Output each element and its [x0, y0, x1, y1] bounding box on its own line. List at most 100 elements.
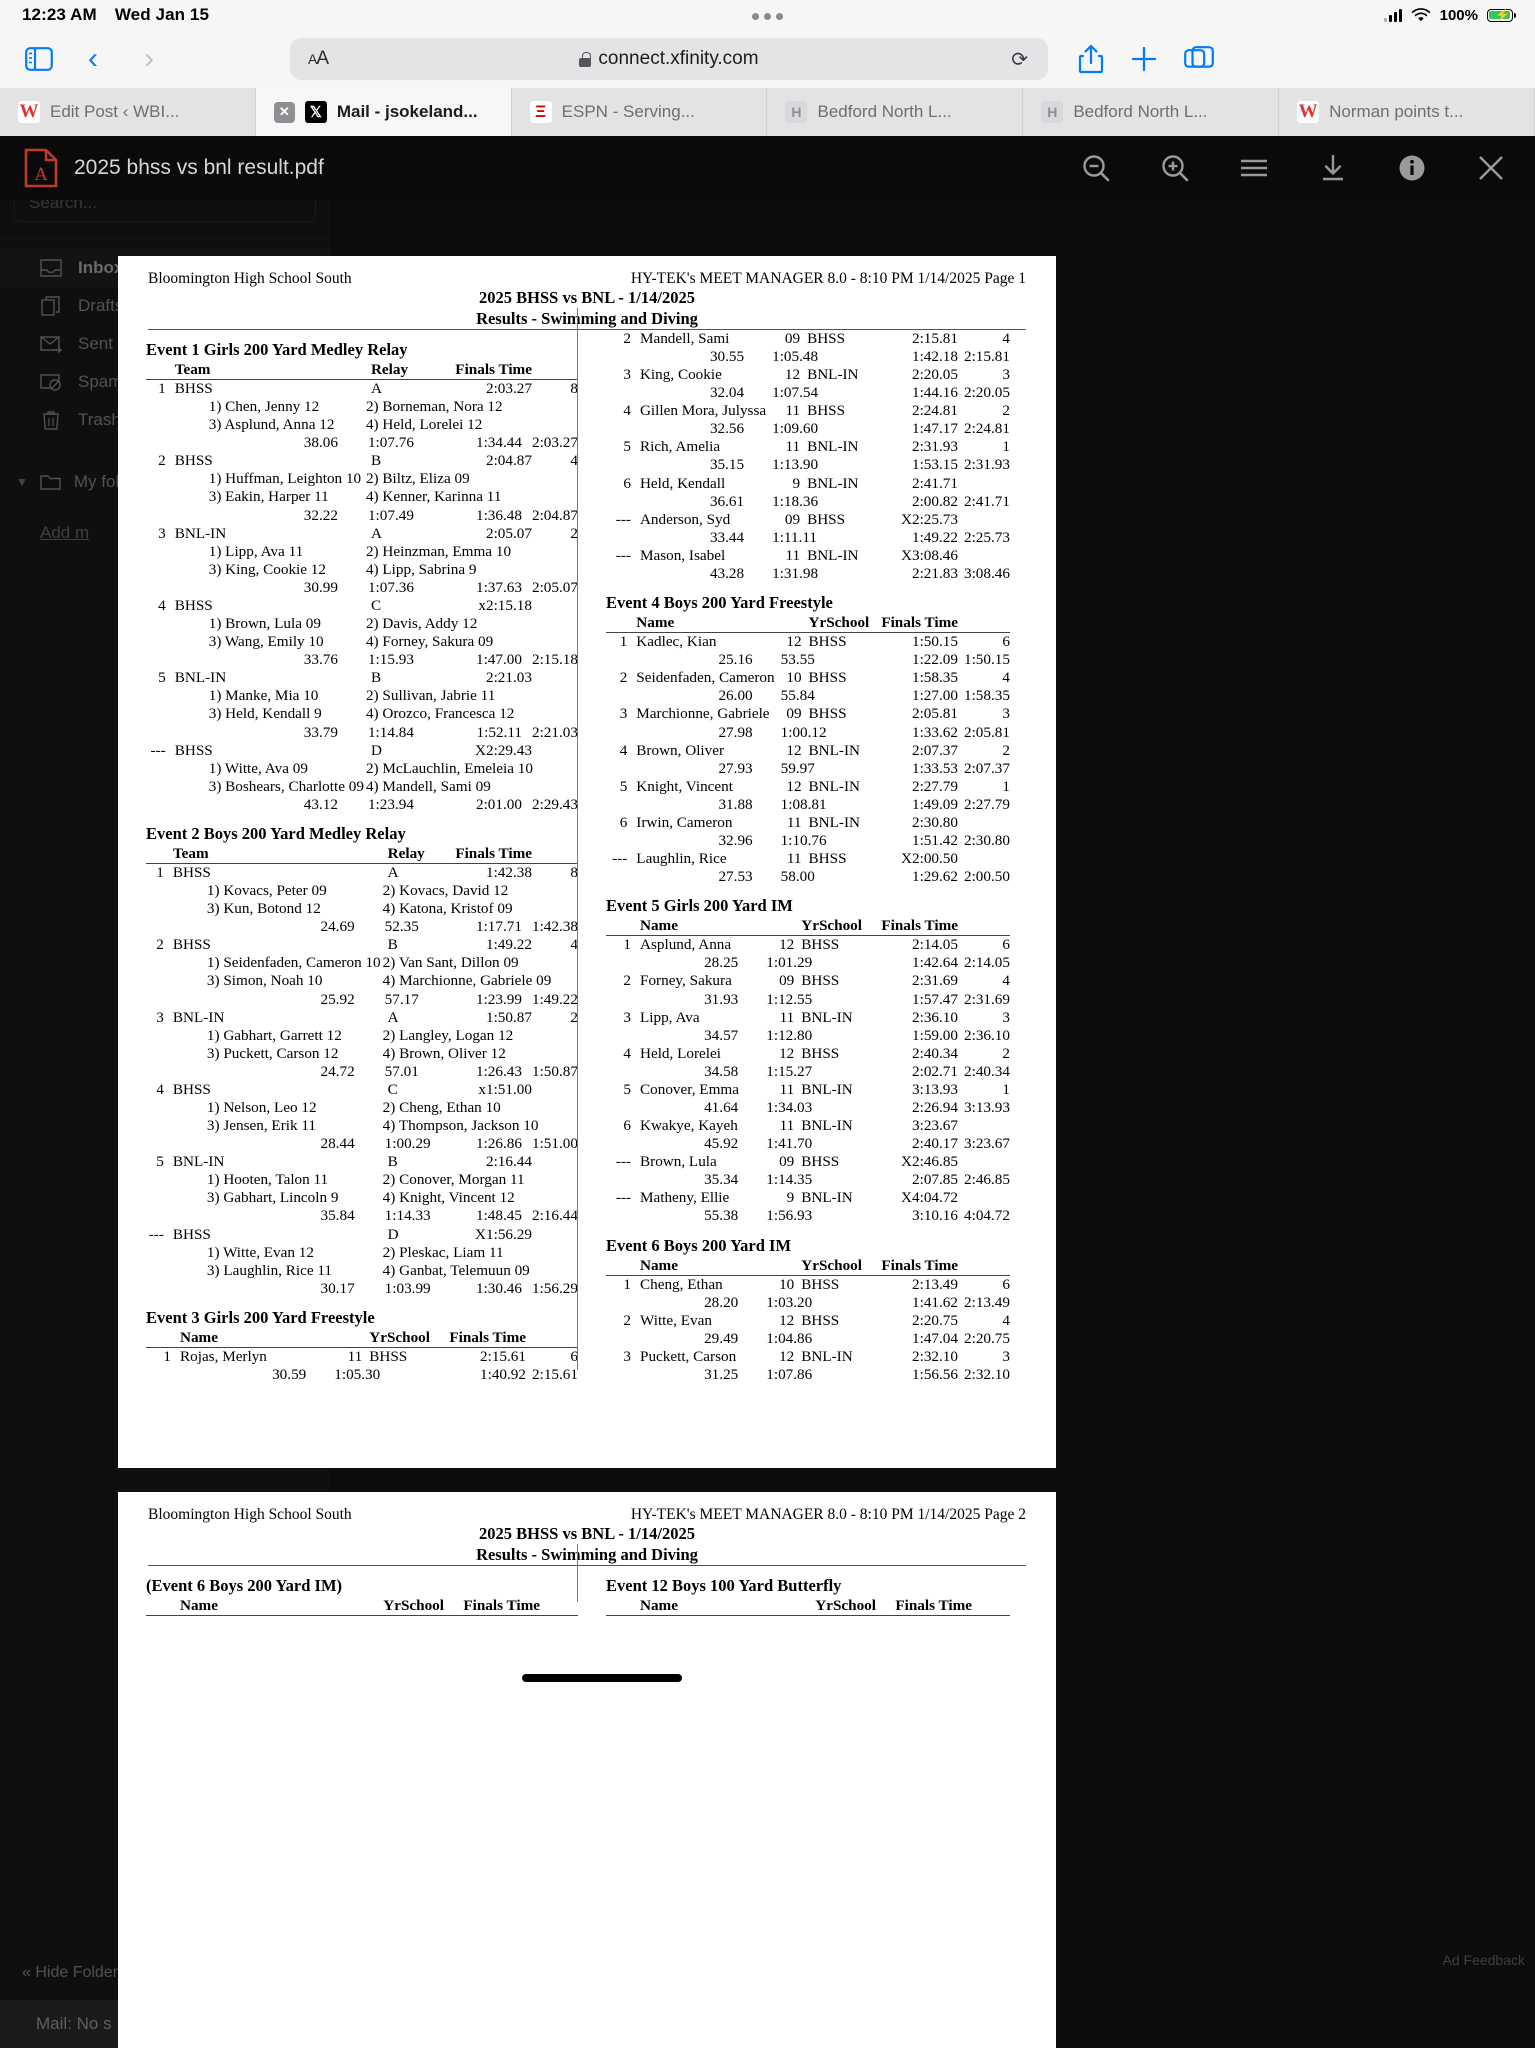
tab-label: ESPN - Serving...: [561, 102, 695, 121]
tab-overview-icon[interactable]: [1184, 46, 1214, 72]
x-icon: 𝕏: [304, 101, 327, 123]
download-icon[interactable]: [1313, 148, 1353, 188]
col-finals: Finals Time: [444, 1596, 540, 1617]
results-table: Name YrSchool Finals Time 1 Kadlec, Kian 12 BH…: [606, 614, 1010, 886]
col-name: Name: [180, 1596, 343, 1617]
table-row: 2 BHSS B 2:04.87 4: [158, 452, 578, 470]
event-block-3-cont: 2 Mandell, Sami 09 BHSS 2:15.81 4 30.55 1:05.48…: [606, 330, 1010, 583]
event-block-2: Event 2 Boys 200 Yard Medley Relay Team Re…: [146, 824, 578, 1298]
address-bar[interactable]: AAAA connect.xfinity.com ⟳: [290, 38, 1048, 80]
results-columns-p2: (Event 6 Boys 200 Yard IM) Name YrSchool…: [118, 1543, 1056, 1617]
table-row: 2 Mandell, Sami 09 BHSS 2:15.81 4: [623, 329, 1010, 347]
forward-button[interactable]: ›: [144, 42, 154, 75]
splits-row: 35.84 1:14.33 1:48.45 2:16.44: [320, 1207, 578, 1225]
table-row: 3 Marchionne, Gabriele 09 BHSS 2:05.81 3: [619, 705, 1010, 723]
table-row: 5 BNL-IN B 2:21.03: [158, 669, 532, 687]
relay-swimmers-row: 1) Hooten, Talon 11 2) Conover, Morgan 11: [206, 1171, 525, 1189]
menu-icon[interactable]: [1234, 148, 1274, 188]
relay-swimmers-row: 3) Puckett, Carson 12 4) Brown, Oliver 12: [206, 1044, 506, 1062]
col-team: Team: [174, 360, 364, 381]
splits-row: 27.93 59.97 1:33.53 2:07.37: [718, 759, 1010, 777]
results-column-right: 2 Mandell, Sami 09 BHSS 2:15.81 4 30.55 1:05.48…: [578, 330, 1010, 1384]
tab-label: Mail - jsokeland...: [336, 102, 478, 121]
text-size-button[interactable]: AAAA: [308, 48, 329, 69]
browser-tab-3[interactable]: H Bedford North L...: [767, 88, 1024, 136]
school-name: Bloomington High School South: [148, 1506, 352, 1523]
event-title: Event 5 Girls 200 Yard IM: [606, 896, 793, 916]
tab-bar: W Edit Post ‹ WBI... ✕ 𝕏 Mail - jsokelan…: [0, 88, 1535, 136]
url-text: connect.xfinity.com: [598, 48, 759, 69]
event-title: Event 1 Girls 200 Yard Medley Relay: [146, 339, 408, 359]
table-header-row: Name YrSchool Finals Time: [606, 1256, 1010, 1276]
event-continuation-title: (Event 6 Boys 200 Yard IM): [146, 1575, 343, 1595]
relay-swimmers-row: 1) Seidenfaden, Cameron 10 2) Van Sant, D…: [206, 954, 519, 972]
browser-tab-5[interactable]: W Norman points t...: [1279, 88, 1535, 136]
software-stamp: HY-TEK's MEET MANAGER 8.0 - 8:10 PM 1/14…: [630, 1506, 1026, 1523]
event-block-5: Event 5 Girls 200 Yard IM Name YrSchool Fin…: [606, 896, 1010, 1225]
pdf-toolbar-actions: [1076, 148, 1511, 188]
reload-icon[interactable]: ⟳: [1011, 48, 1028, 71]
info-icon[interactable]: [1392, 148, 1432, 188]
splits-row: 30.99 1:07.36 1:37.63 2:05.07: [303, 578, 578, 596]
browser-tab-1[interactable]: ✕ 𝕏 Mail - jsokeland...: [255, 88, 512, 136]
results-column-left: Event 1 Girls 200 Yard Medley Relay Team R…: [146, 330, 578, 1384]
splits-row: 34.57 1:12.80 1:59.00 2:36.10: [704, 1026, 1010, 1044]
browser-tab-2[interactable]: Ξ ESPN - Serving...: [511, 88, 768, 136]
col-finals: Finals Time: [430, 1328, 526, 1348]
splits-row: 26.00 55.84 1:27.00 1:58.35: [718, 687, 1010, 705]
relay-swimmers-row: 3) Held, Kendall 9 4) Orozco, Francesca 1…: [208, 705, 515, 723]
meet-title: 2025 BHSS vs BNL - 1/14/2025: [479, 288, 695, 307]
close-icon[interactable]: ✕: [273, 101, 295, 123]
relay-swimmers-row: 1) Gabhart, Garrett 12 2) Langley, Logan …: [206, 1026, 514, 1044]
table-row: 6 Kwakye, Kayeh 11 BNL-IN 3:23.67: [623, 1117, 958, 1135]
pdf-page-scroll-area[interactable]: Bloomington High School South HY-TEK's M…: [0, 200, 1535, 2048]
cellular-signal-icon: [1383, 8, 1402, 22]
pdf-scrollbar-thumb[interactable]: [522, 1674, 682, 1682]
splits-row: 31.25 1:07.86 1:56.56 2:32.10: [704, 1366, 1010, 1383]
splits-row: 33.44 1:11.11 1:49.22 2:25.73: [709, 528, 1010, 546]
table-header-row: Name YrSchool Finals Time: [606, 614, 1010, 634]
table-row: 3 King, Cookie 12 BNL-IN 2:20.05 3: [623, 366, 1010, 384]
splits-row: 27.53 58.00 1:29.62 2:00.50: [718, 868, 1010, 886]
splits-row: 28.25 1:01.29 1:42.64 2:14.05: [704, 954, 1010, 972]
zoom-out-icon[interactable]: [1076, 148, 1116, 188]
relay-swimmers-row: 3) Wang, Emily 10 4) Forney, Sakura 09: [208, 633, 494, 651]
zoom-in-icon[interactable]: [1155, 148, 1195, 188]
splits-row: 33.79 1:14.84 1:52.11 2:21.03: [303, 723, 578, 741]
table-row: 5 Conover, Emma 11 BNL-IN 3:13.93 1: [623, 1080, 1010, 1098]
event-title: Event 4 Boys 200 Yard Freestyle: [606, 593, 833, 613]
splits-row: 25.92 57.17 1:23.99 1:49.22: [320, 990, 578, 1008]
espn-icon: Ξ: [529, 101, 552, 123]
relay-swimmers-row: 3) Simon, Noah 10 4) Marchionne, Gabriele…: [206, 972, 552, 990]
splits-row: 28.20 1:03.20 1:41.62 2:13.49: [704, 1293, 1010, 1311]
close-icon[interactable]: [1471, 148, 1511, 188]
relay-swimmers-row: 3) King, Cookie 12 4) Lipp, Sabrina 9: [208, 560, 477, 578]
splits-row: 41.64 1:34.03 2:26.94 3:13.93: [704, 1098, 1010, 1116]
relay-swimmers-row: 1) Witte, Ava 09 2) McLauchlin, Emeleia 1…: [208, 759, 533, 777]
status-date: Wed Jan 15: [114, 5, 210, 24]
new-tab-icon[interactable]: [1130, 45, 1158, 73]
lock-icon: [579, 51, 592, 67]
table-row: 3 BNL-IN A 1:50.87 2: [156, 1008, 578, 1026]
back-button[interactable]: ‹: [88, 42, 98, 75]
splits-row: 28.44 1:00.29 1:26.86 1:51.00: [320, 1135, 578, 1153]
splits-row: 43.28 1:31.98 2:21.83 3:08.46: [709, 564, 1010, 582]
table-row: 4 Brown, Oliver 12 BNL-IN 2:07.37 2: [619, 741, 1010, 759]
col-relay: Relay: [363, 360, 447, 381]
col-school: YrSchool: [376, 1596, 444, 1617]
table-row: 5 Rich, Amelia 11 BNL-IN 2:31.93 1: [623, 438, 1010, 456]
event-title: Event 6 Boys 200 Yard IM: [606, 1235, 792, 1255]
browser-tab-4[interactable]: H Bedford North L...: [1023, 88, 1280, 136]
browser-tab-0[interactable]: W Edit Post ‹ WBI...: [0, 88, 256, 136]
relay-swimmers-row: 3) Jensen, Erik 11 4) Thompson, Jackson 1…: [206, 1117, 539, 1135]
table-row: 4 Held, Lorelei 12 BHSS 2:40.34 2: [623, 1044, 1010, 1062]
col-finals: Finals Time: [862, 917, 958, 937]
splits-row: 32.56 1:09.60 1:47.17 2:24.81: [709, 420, 1010, 438]
event-block-6: Event 6 Boys 200 Yard IM Name YrSchool Fina…: [606, 1236, 1010, 1385]
share-icon[interactable]: [1078, 44, 1104, 74]
sidebar-toggle-icon[interactable]: [18, 42, 60, 76]
table-row: 6 Held, Kendall 9 BNL-IN 2:41.71: [623, 474, 958, 492]
status-center-dots: [0, 5, 1535, 25]
results-table: Name YrSchool Finals Time 1 Rojas, Merlyn 11 B…: [146, 1328, 578, 1384]
results-column-left-p2: (Event 6 Boys 200 Yard IM) Name YrSchool…: [146, 1566, 578, 1617]
